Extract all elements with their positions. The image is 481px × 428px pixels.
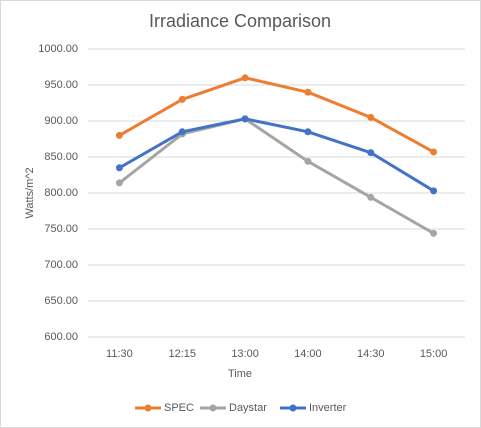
legend-label: SPEC: [164, 402, 194, 414]
legend-marker: [144, 404, 152, 412]
y-tick-label: 900.00: [44, 115, 78, 127]
y-tick-label: 650.00: [44, 295, 78, 307]
data-point: [115, 164, 123, 172]
series-line: [117, 117, 436, 235]
y-axis-label: Watts/m^2: [24, 167, 36, 218]
data-point: [115, 179, 123, 187]
legend-label: Daystar: [229, 402, 267, 414]
y-tick-label: 850.00: [44, 151, 78, 163]
data-point: [304, 128, 312, 136]
x-tick-label: 15:00: [420, 348, 448, 360]
y-tick-label: 750.00: [44, 223, 78, 235]
data-point: [430, 229, 438, 237]
data-point: [241, 74, 249, 82]
data-point: [178, 95, 186, 103]
legend-marker: [289, 404, 297, 412]
x-tick-label: 14:00: [294, 348, 322, 360]
x-tick-label: 11:30: [106, 348, 133, 360]
data-point: [304, 157, 312, 165]
y-tick-label: 700.00: [44, 259, 78, 271]
data-point: [430, 148, 438, 156]
x-axis-label: Time: [228, 368, 252, 380]
legend-marker: [209, 404, 217, 412]
y-tick-label: 950.00: [44, 79, 78, 91]
data-point: [304, 88, 312, 96]
data-point: [430, 187, 438, 195]
data-point: [367, 193, 375, 201]
chart-title: Irradiance Comparison: [149, 11, 331, 31]
y-tick-label: 1000.00: [38, 43, 78, 55]
series-line: [117, 76, 436, 154]
x-tick-label: 12:15: [168, 348, 196, 360]
legend-label: Inverter: [309, 402, 347, 414]
x-tick-label: 14:30: [357, 348, 385, 360]
data-point: [241, 115, 249, 123]
data-point: [367, 113, 375, 121]
data-point: [367, 149, 375, 157]
y-tick-label: 600.00: [44, 331, 78, 343]
series-line: [117, 117, 436, 193]
data-point: [178, 128, 186, 136]
x-tick-label: 13:00: [231, 348, 259, 360]
data-point: [115, 131, 123, 139]
y-tick-label: 800.00: [44, 187, 78, 199]
